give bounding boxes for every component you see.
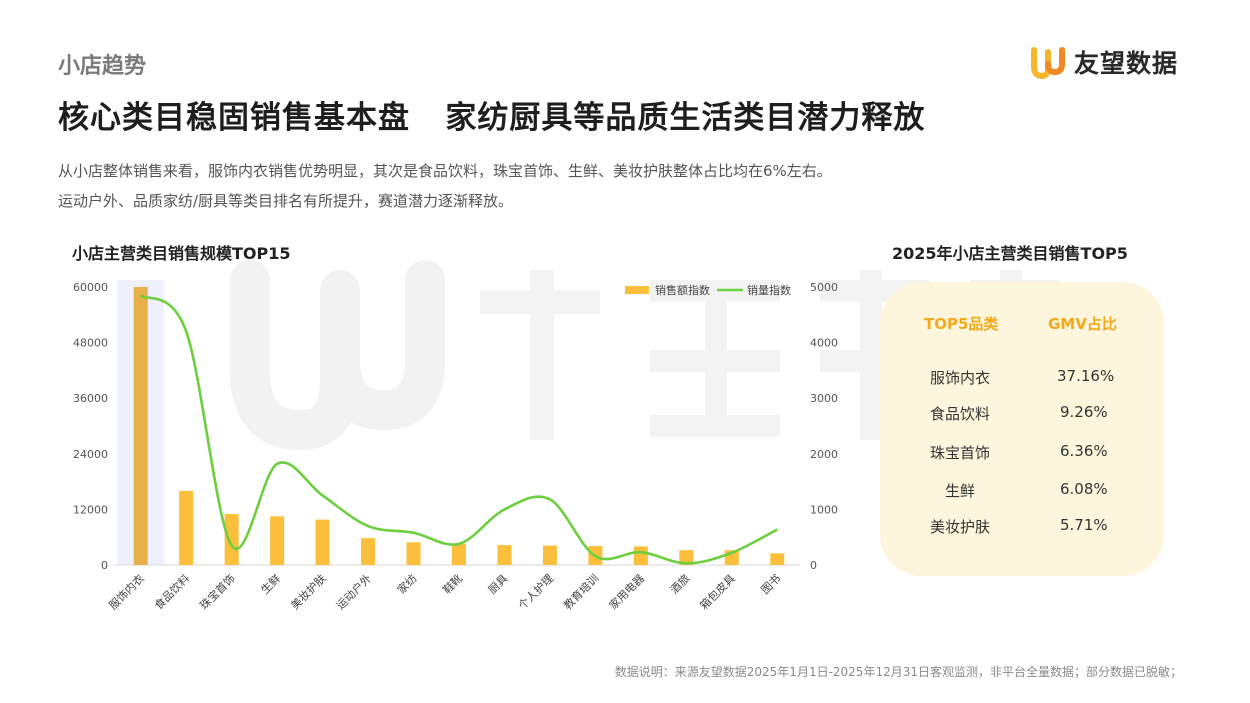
x-tick-label: 鞋靴 xyxy=(440,571,465,596)
top5-row-share: 9.26% xyxy=(1060,403,1108,421)
section-label: 小店趋势 xyxy=(58,54,147,79)
y-left-tick-label: 24000 xyxy=(73,448,108,461)
top5-row-category: 食品饮料 xyxy=(930,405,991,423)
x-tick-label: 图书 xyxy=(759,572,784,597)
bar xyxy=(497,545,512,565)
top5-row-share: 6.36% xyxy=(1060,442,1108,460)
y-right-tick-label: 2000 xyxy=(810,448,838,461)
x-tick-label: 厨具 xyxy=(486,572,511,597)
top5-row-share: 6.08% xyxy=(1060,480,1108,498)
x-tick-label: 食品饮料 xyxy=(151,571,192,612)
y-right-tick-label: 1000 xyxy=(810,503,838,516)
x-tick-label: 生鲜 xyxy=(258,571,283,596)
bar xyxy=(270,516,285,565)
x-tick-label: 服饰内衣 xyxy=(106,571,147,612)
x-tick-label: 珠宝首饰 xyxy=(197,571,238,612)
y-left-tick-label: 0 xyxy=(101,559,108,572)
footnote: 数据说明：来源友望数据2025年1月1日-2025年12月31日客观监测，非平台… xyxy=(614,665,1182,679)
description-line-2: 运动户外、品质家纺/厨具等类目排名有所提升，赛道潜力逐渐释放。 xyxy=(58,192,514,210)
bar xyxy=(452,543,466,565)
x-tick-label: 教育培训 xyxy=(561,571,602,612)
bar xyxy=(133,287,148,565)
x-tick-label: 个人护理 xyxy=(515,571,556,612)
bar xyxy=(179,490,194,565)
legend-line-label: 销量指数 xyxy=(747,283,791,297)
legend-bar-label: 销售额指数 xyxy=(655,283,710,297)
x-tick-label: 美妆护肤 xyxy=(288,571,329,612)
description-line-1: 从小店整体销售来看，服饰内衣销售优势明显，其次是食品饮料，珠宝首饰、生鲜、美妆护… xyxy=(58,162,832,180)
chart-title: 小店主营类目销售规模TOP15 xyxy=(72,244,291,263)
y-right-tick-label: 0 xyxy=(810,559,817,572)
x-tick-label: 酒旅 xyxy=(667,571,692,596)
x-tick-label: 家用电器 xyxy=(606,571,647,612)
bar xyxy=(361,538,376,565)
top5-row-share: 5.71% xyxy=(1060,516,1108,534)
top5-title: 2025年小店主营类目销售TOP5 xyxy=(892,244,1128,263)
top5-panel xyxy=(880,282,1164,576)
bar xyxy=(633,546,648,565)
bar xyxy=(542,545,557,565)
top5-row-category: 生鲜 xyxy=(945,482,976,500)
bar xyxy=(770,553,785,565)
top5-row-category: 服饰内衣 xyxy=(930,369,991,387)
bar xyxy=(406,542,421,565)
bar xyxy=(315,519,330,565)
x-tick-label: 箱包皮具 xyxy=(697,571,738,612)
y-left-tick-label: 60000 xyxy=(73,281,108,294)
top5-row-share: 37.16% xyxy=(1057,367,1115,385)
page-title: 核心类目稳固销售基本盘 家纺厨具等品质生活类目潜力释放 xyxy=(58,100,926,136)
y-left-tick-label: 36000 xyxy=(73,392,108,405)
brand-name: 友望数据 xyxy=(1074,49,1179,78)
top5-header-category: TOP5品类 xyxy=(924,315,999,333)
y-left-tick-label: 12000 xyxy=(73,503,108,516)
top5-header-share: GMV占比 xyxy=(1048,315,1117,333)
y-left-tick-label: 48000 xyxy=(73,337,108,350)
legend-bar-swatch xyxy=(625,286,649,294)
bar xyxy=(679,550,694,565)
top5-row-category: 美妆护肤 xyxy=(930,518,991,536)
x-tick-label: 运动户外 xyxy=(333,571,374,612)
line-series-volume xyxy=(139,294,778,565)
brand-logo-icon xyxy=(1031,47,1065,80)
brand-logo: 友望数据 xyxy=(1030,44,1178,80)
y-right-tick-label: 5000 xyxy=(810,281,838,294)
x-tick-label: 家纺 xyxy=(394,571,419,596)
y-right-tick-label: 4000 xyxy=(810,337,838,350)
bar xyxy=(224,514,239,565)
top5-row-category: 珠宝首饰 xyxy=(930,444,991,462)
y-right-tick-label: 3000 xyxy=(810,392,838,405)
